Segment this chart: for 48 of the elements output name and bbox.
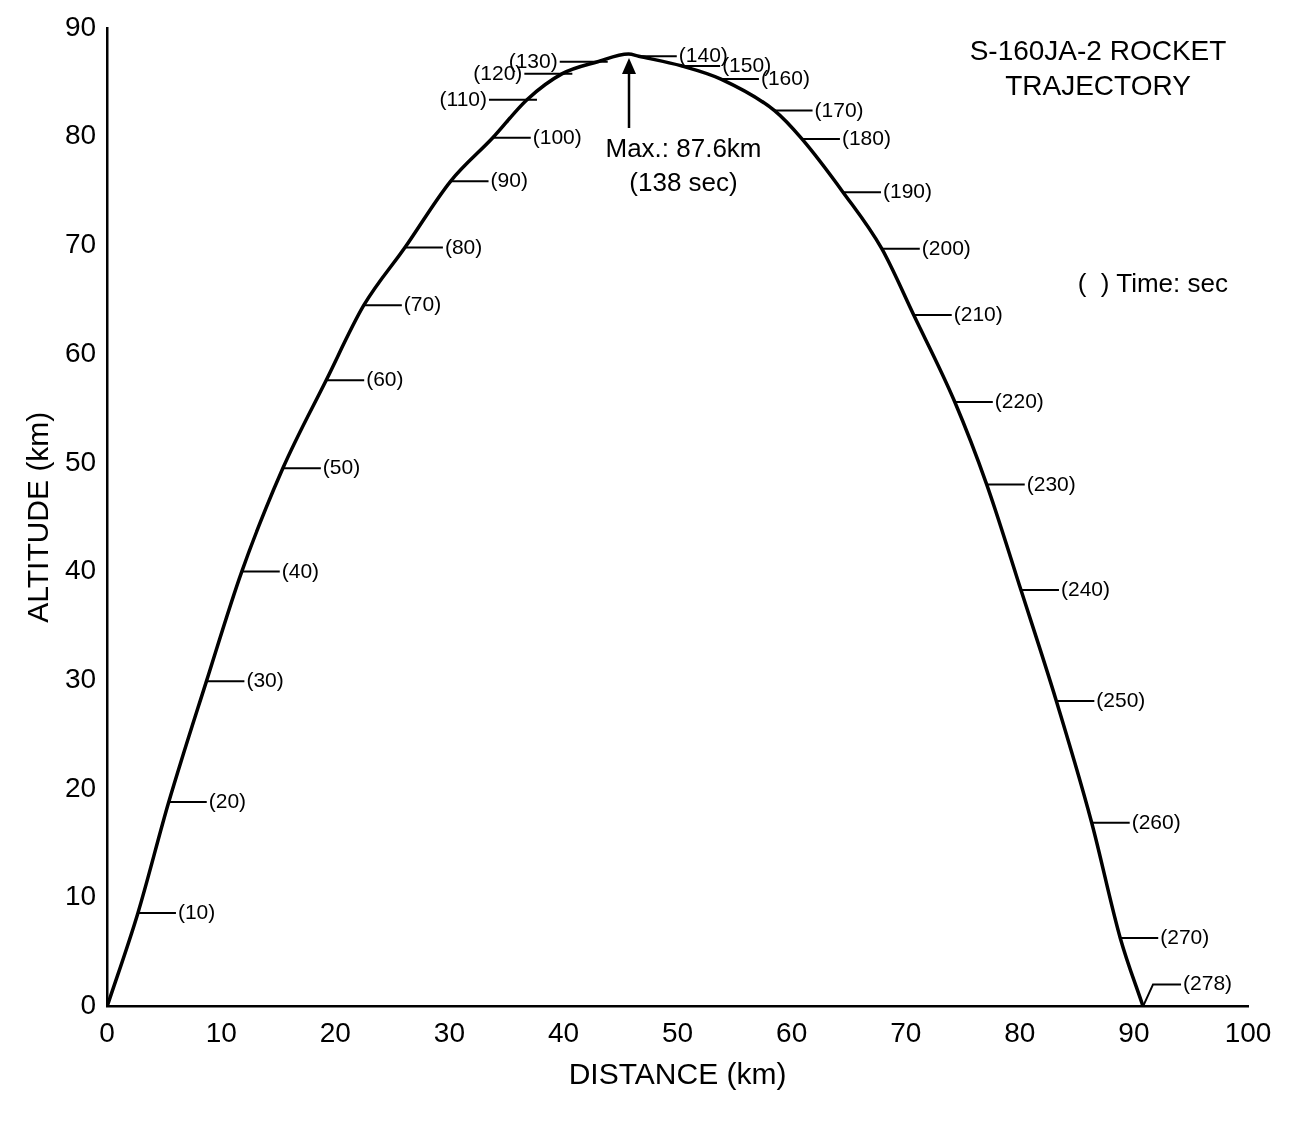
annotation: Max.: 87.6km (138 sec)	[604, 132, 763, 199]
annotation: (170)	[814, 97, 864, 122]
annotation: (250)	[1096, 687, 1146, 712]
annotation: (70)	[403, 292, 442, 317]
x-tick-label: 10	[205, 1016, 237, 1048]
y-tick-label: 0	[80, 989, 97, 1021]
x-tick-label: 40	[547, 1016, 580, 1048]
annotation: (260)	[1131, 809, 1181, 834]
x-axis-title: DISTANCE (km)	[568, 1057, 787, 1091]
annotation: (60)	[366, 367, 404, 392]
x-tick-label: 50	[661, 1016, 694, 1048]
annotation: (278)	[1183, 971, 1233, 996]
annotation: (50)	[322, 455, 361, 480]
y-tick-label: 90	[64, 10, 97, 42]
annotation: ( ) Time: sec	[1077, 268, 1228, 299]
text: S-160JA-2 ROCKET TRAJECTORY	[968, 34, 1228, 103]
annotation: (190)	[882, 179, 933, 204]
y-tick-label: 60	[64, 336, 97, 368]
annotation: (10)	[177, 899, 216, 924]
annotation: (20)	[208, 789, 247, 814]
y-tick-label: 50	[64, 445, 97, 477]
annotation: (110)	[439, 86, 487, 111]
annotation: (80)	[444, 234, 483, 259]
y-tick-label: 10	[64, 880, 97, 912]
annotation: (100)	[532, 124, 582, 149]
annotation: (40)	[281, 558, 320, 583]
y-tick-label: 40	[64, 554, 97, 586]
y-tick-label: 30	[64, 662, 97, 694]
x-tick-label: 20	[319, 1016, 351, 1048]
annotation: (90)	[490, 168, 528, 193]
annotation: (240)	[1060, 577, 1110, 602]
annotation: (270)	[1160, 924, 1210, 949]
annotation: (180)	[841, 125, 891, 150]
annotation: (210)	[953, 301, 1003, 326]
x-tick-label: 60	[776, 1016, 808, 1048]
y-axis-title: ALTITUDE (km)	[21, 411, 55, 623]
annotation: (230)	[1026, 471, 1076, 496]
x-tick-label: 80	[1004, 1016, 1036, 1048]
x-tick-label: 70	[890, 1016, 922, 1048]
annotation: (200)	[921, 235, 971, 260]
y-tick-label: 20	[64, 771, 97, 803]
annotation: (220)	[994, 388, 1044, 413]
y-tick-label: 70	[64, 228, 97, 260]
annotation: (30)	[246, 668, 284, 693]
y-tick-label: 80	[64, 119, 97, 151]
x-tick-label: 90	[1118, 1016, 1150, 1048]
x-tick-label: 100	[1224, 1016, 1272, 1048]
x-tick-label: 30	[433, 1016, 465, 1048]
